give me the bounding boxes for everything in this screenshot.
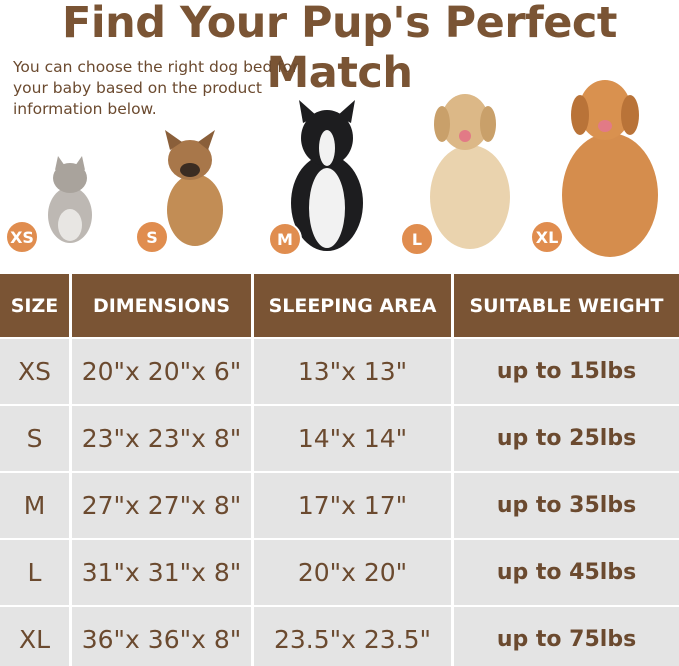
- border-collie-image: [291, 100, 363, 251]
- cat-image: [48, 156, 92, 243]
- cell-sleeping-area: 13"x 13": [254, 339, 451, 404]
- cell-sleeping-area: 20"x 20": [254, 540, 451, 605]
- cell-sleeping-area: 17"x 17": [254, 473, 451, 538]
- header-suitable-weight: SUITABLE WEIGHT: [454, 274, 679, 337]
- cell-size: M: [0, 473, 69, 538]
- size-badge-xl: XL: [530, 220, 564, 254]
- table-header-row: SIZE DIMENSIONS SLEEPING AREA SUITABLE W…: [0, 274, 679, 337]
- cell-dimensions: 36"x 36"x 8": [72, 607, 251, 666]
- cell-sleeping-area: 23.5"x 23.5": [254, 607, 451, 666]
- subtitle: You can choose the right dog bed for you…: [13, 58, 299, 118]
- cell-size: S: [0, 406, 69, 471]
- cell-weight: up to 35lbs: [454, 473, 679, 538]
- golden-retriever-l-image: [430, 94, 510, 249]
- cell-sleeping-area: 14"x 14": [254, 406, 451, 471]
- french-bulldog-image: [165, 130, 223, 246]
- cell-weight: up to 75lbs: [454, 607, 679, 666]
- header-size: SIZE: [0, 274, 69, 337]
- table-row: XL 36"x 36"x 8" 23.5"x 23.5" up to 75lbs: [0, 607, 679, 666]
- cell-size: XS: [0, 339, 69, 404]
- cell-weight: up to 15lbs: [454, 339, 679, 404]
- size-badge-xs: XS: [5, 220, 39, 254]
- table-row: XS 20"x 20"x 6" 13"x 13" up to 15lbs: [0, 339, 679, 404]
- table-row: M 27"x 27"x 8" 17"x 17" up to 35lbs: [0, 473, 679, 538]
- size-badge-m: M: [268, 222, 302, 256]
- cell-weight: up to 25lbs: [454, 406, 679, 471]
- size-badge-s: S: [135, 220, 169, 254]
- table-row: S 23"x 23"x 8" 14"x 14" up to 25lbs: [0, 406, 679, 471]
- cell-weight: up to 45lbs: [454, 540, 679, 605]
- header-sleeping-area: SLEEPING AREA: [254, 274, 451, 337]
- cell-dimensions: 31"x 31"x 8": [72, 540, 251, 605]
- cell-dimensions: 20"x 20"x 6": [72, 339, 251, 404]
- cell-size: XL: [0, 607, 69, 666]
- cell-size: L: [0, 540, 69, 605]
- table-row: L 31"x 31"x 8" 20"x 20" up to 45lbs: [0, 540, 679, 605]
- size-table: SIZE DIMENSIONS SLEEPING AREA SUITABLE W…: [0, 272, 679, 666]
- size-badge-l: L: [400, 222, 434, 256]
- header-dimensions: DIMENSIONS: [72, 274, 251, 337]
- golden-retriever-xl-image: [562, 80, 658, 257]
- page-title: Find Your Pup's Perfect Match: [62, 0, 617, 98]
- cell-dimensions: 27"x 27"x 8": [72, 473, 251, 538]
- cell-dimensions: 23"x 23"x 8": [72, 406, 251, 471]
